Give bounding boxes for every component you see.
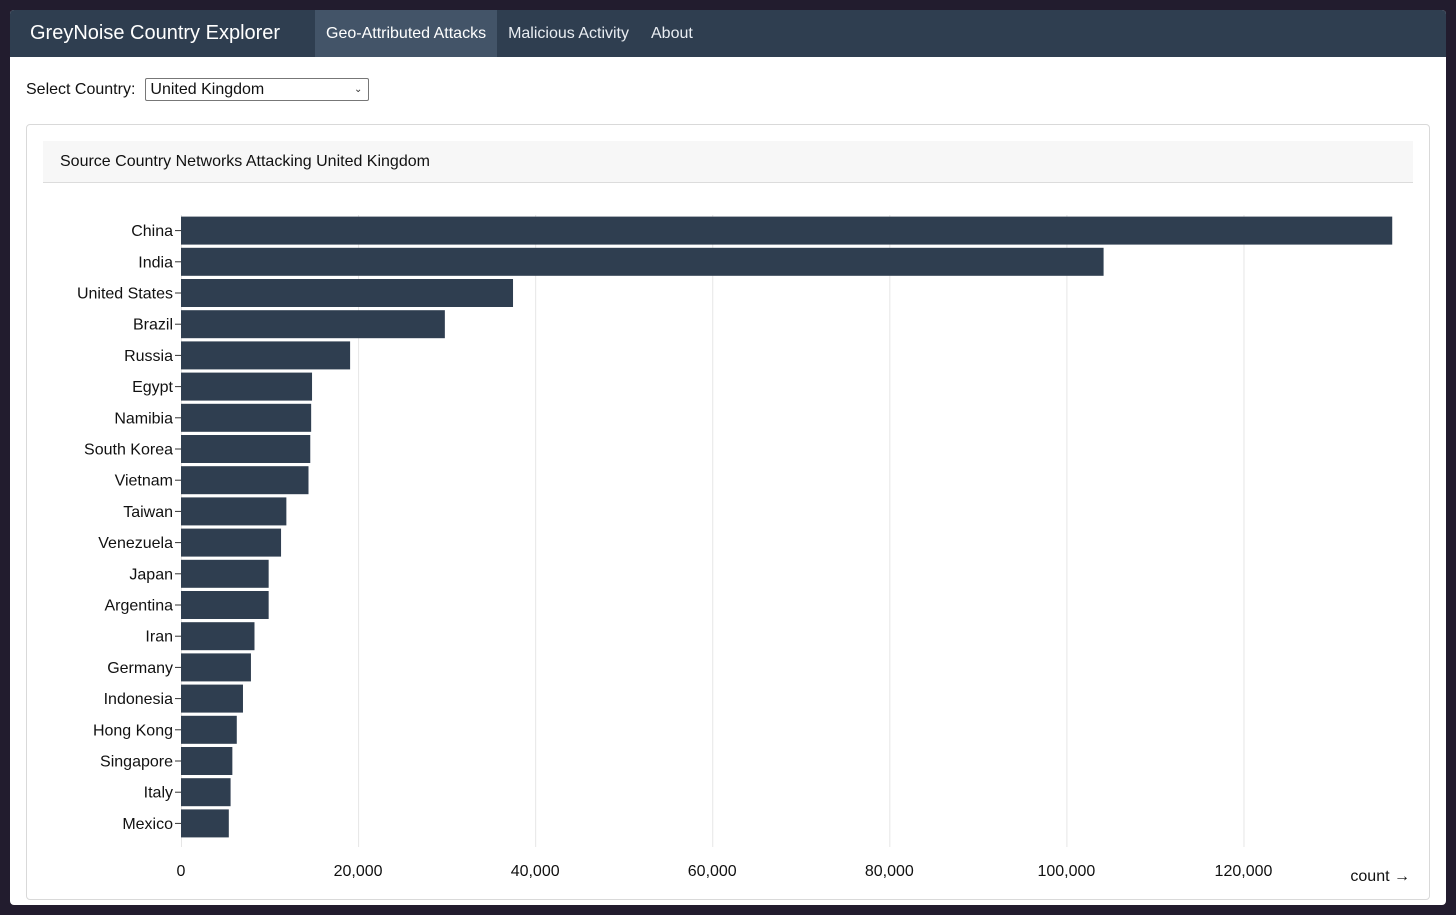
- bar: [181, 809, 229, 838]
- bar: [181, 653, 251, 682]
- bar: [181, 715, 237, 744]
- x-tick-label: 100,000: [1037, 863, 1095, 880]
- bar: [181, 279, 514, 307]
- y-tick-label: Iran: [145, 629, 173, 646]
- bar: [181, 403, 312, 432]
- bar: [181, 310, 445, 339]
- bar: [181, 466, 309, 495]
- y-tick-label: China: [131, 223, 173, 240]
- x-tick-label: 40,000: [511, 863, 560, 880]
- bar: [181, 372, 313, 401]
- y-tick-label: India: [138, 254, 173, 271]
- x-tick-label: 60,000: [688, 863, 737, 880]
- navbar: GreyNoise Country Explorer Geo-Attribute…: [10, 10, 1446, 57]
- bar: [181, 622, 255, 651]
- nav-geo-attributed-attacks[interactable]: Geo-Attributed Attacks: [315, 10, 498, 57]
- bar: [181, 528, 282, 557]
- y-tick-label: Venezuela: [98, 535, 173, 552]
- y-tick-label: South Korea: [84, 442, 173, 459]
- x-tick-label: 0: [177, 863, 186, 880]
- bar: [181, 497, 287, 526]
- bar: [181, 778, 231, 807]
- chart-card: Source Country Networks Attacking United…: [26, 124, 1430, 900]
- x-tick-label: 20,000: [334, 863, 383, 880]
- country-selector-row: Select Country: United Kingdom ⌄: [26, 78, 370, 101]
- app-window: GreyNoise Country Explorer Geo-Attribute…: [10, 10, 1446, 905]
- nav-malicious-activity[interactable]: Malicious Activity: [508, 25, 629, 42]
- chevron-down-icon: ⌄: [354, 84, 363, 95]
- y-tick-label: Namibia: [114, 410, 173, 427]
- y-tick-label: Taiwan: [123, 504, 173, 521]
- country-select-value: United Kingdom: [150, 80, 265, 98]
- country-select[interactable]: United Kingdom ⌄: [145, 78, 370, 101]
- x-tick-label: 120,000: [1215, 863, 1273, 880]
- y-tick-label: Germany: [107, 660, 173, 677]
- y-tick-label: Japan: [129, 566, 173, 583]
- y-tick-label: Italy: [144, 785, 173, 802]
- y-tick-label: Vietnam: [115, 473, 173, 490]
- x-tick-label: 80,000: [865, 863, 914, 880]
- country-select-label: Select Country:: [26, 80, 136, 98]
- y-tick-label: Mexico: [122, 816, 173, 833]
- y-tick-label: Russia: [124, 348, 173, 365]
- nav-about[interactable]: About: [651, 25, 693, 42]
- bar: [181, 747, 233, 775]
- bar: [181, 435, 311, 463]
- bar: [181, 559, 269, 588]
- x-axis-label: count →: [1350, 868, 1410, 885]
- chart-card-title: Source Country Networks Attacking United…: [43, 141, 1413, 183]
- y-tick-label: United States: [77, 286, 173, 303]
- y-tick-label: Brazil: [133, 317, 173, 334]
- y-tick-label: Indonesia: [104, 691, 173, 708]
- bar: [181, 341, 351, 370]
- bar: [181, 216, 1393, 245]
- bar: [181, 591, 269, 619]
- y-tick-label: Egypt: [132, 379, 173, 396]
- app-brand[interactable]: GreyNoise Country Explorer: [30, 22, 281, 44]
- bar: [181, 247, 1104, 276]
- bar: [181, 684, 243, 713]
- y-tick-label: Argentina: [105, 598, 174, 615]
- y-tick-label: Hong Kong: [93, 722, 173, 739]
- y-tick-label: Singapore: [100, 754, 173, 771]
- bar-chart: 0 20,000 40,000 60,000 80,000 100,000 120,000 c…: [77, 215, 1410, 885]
